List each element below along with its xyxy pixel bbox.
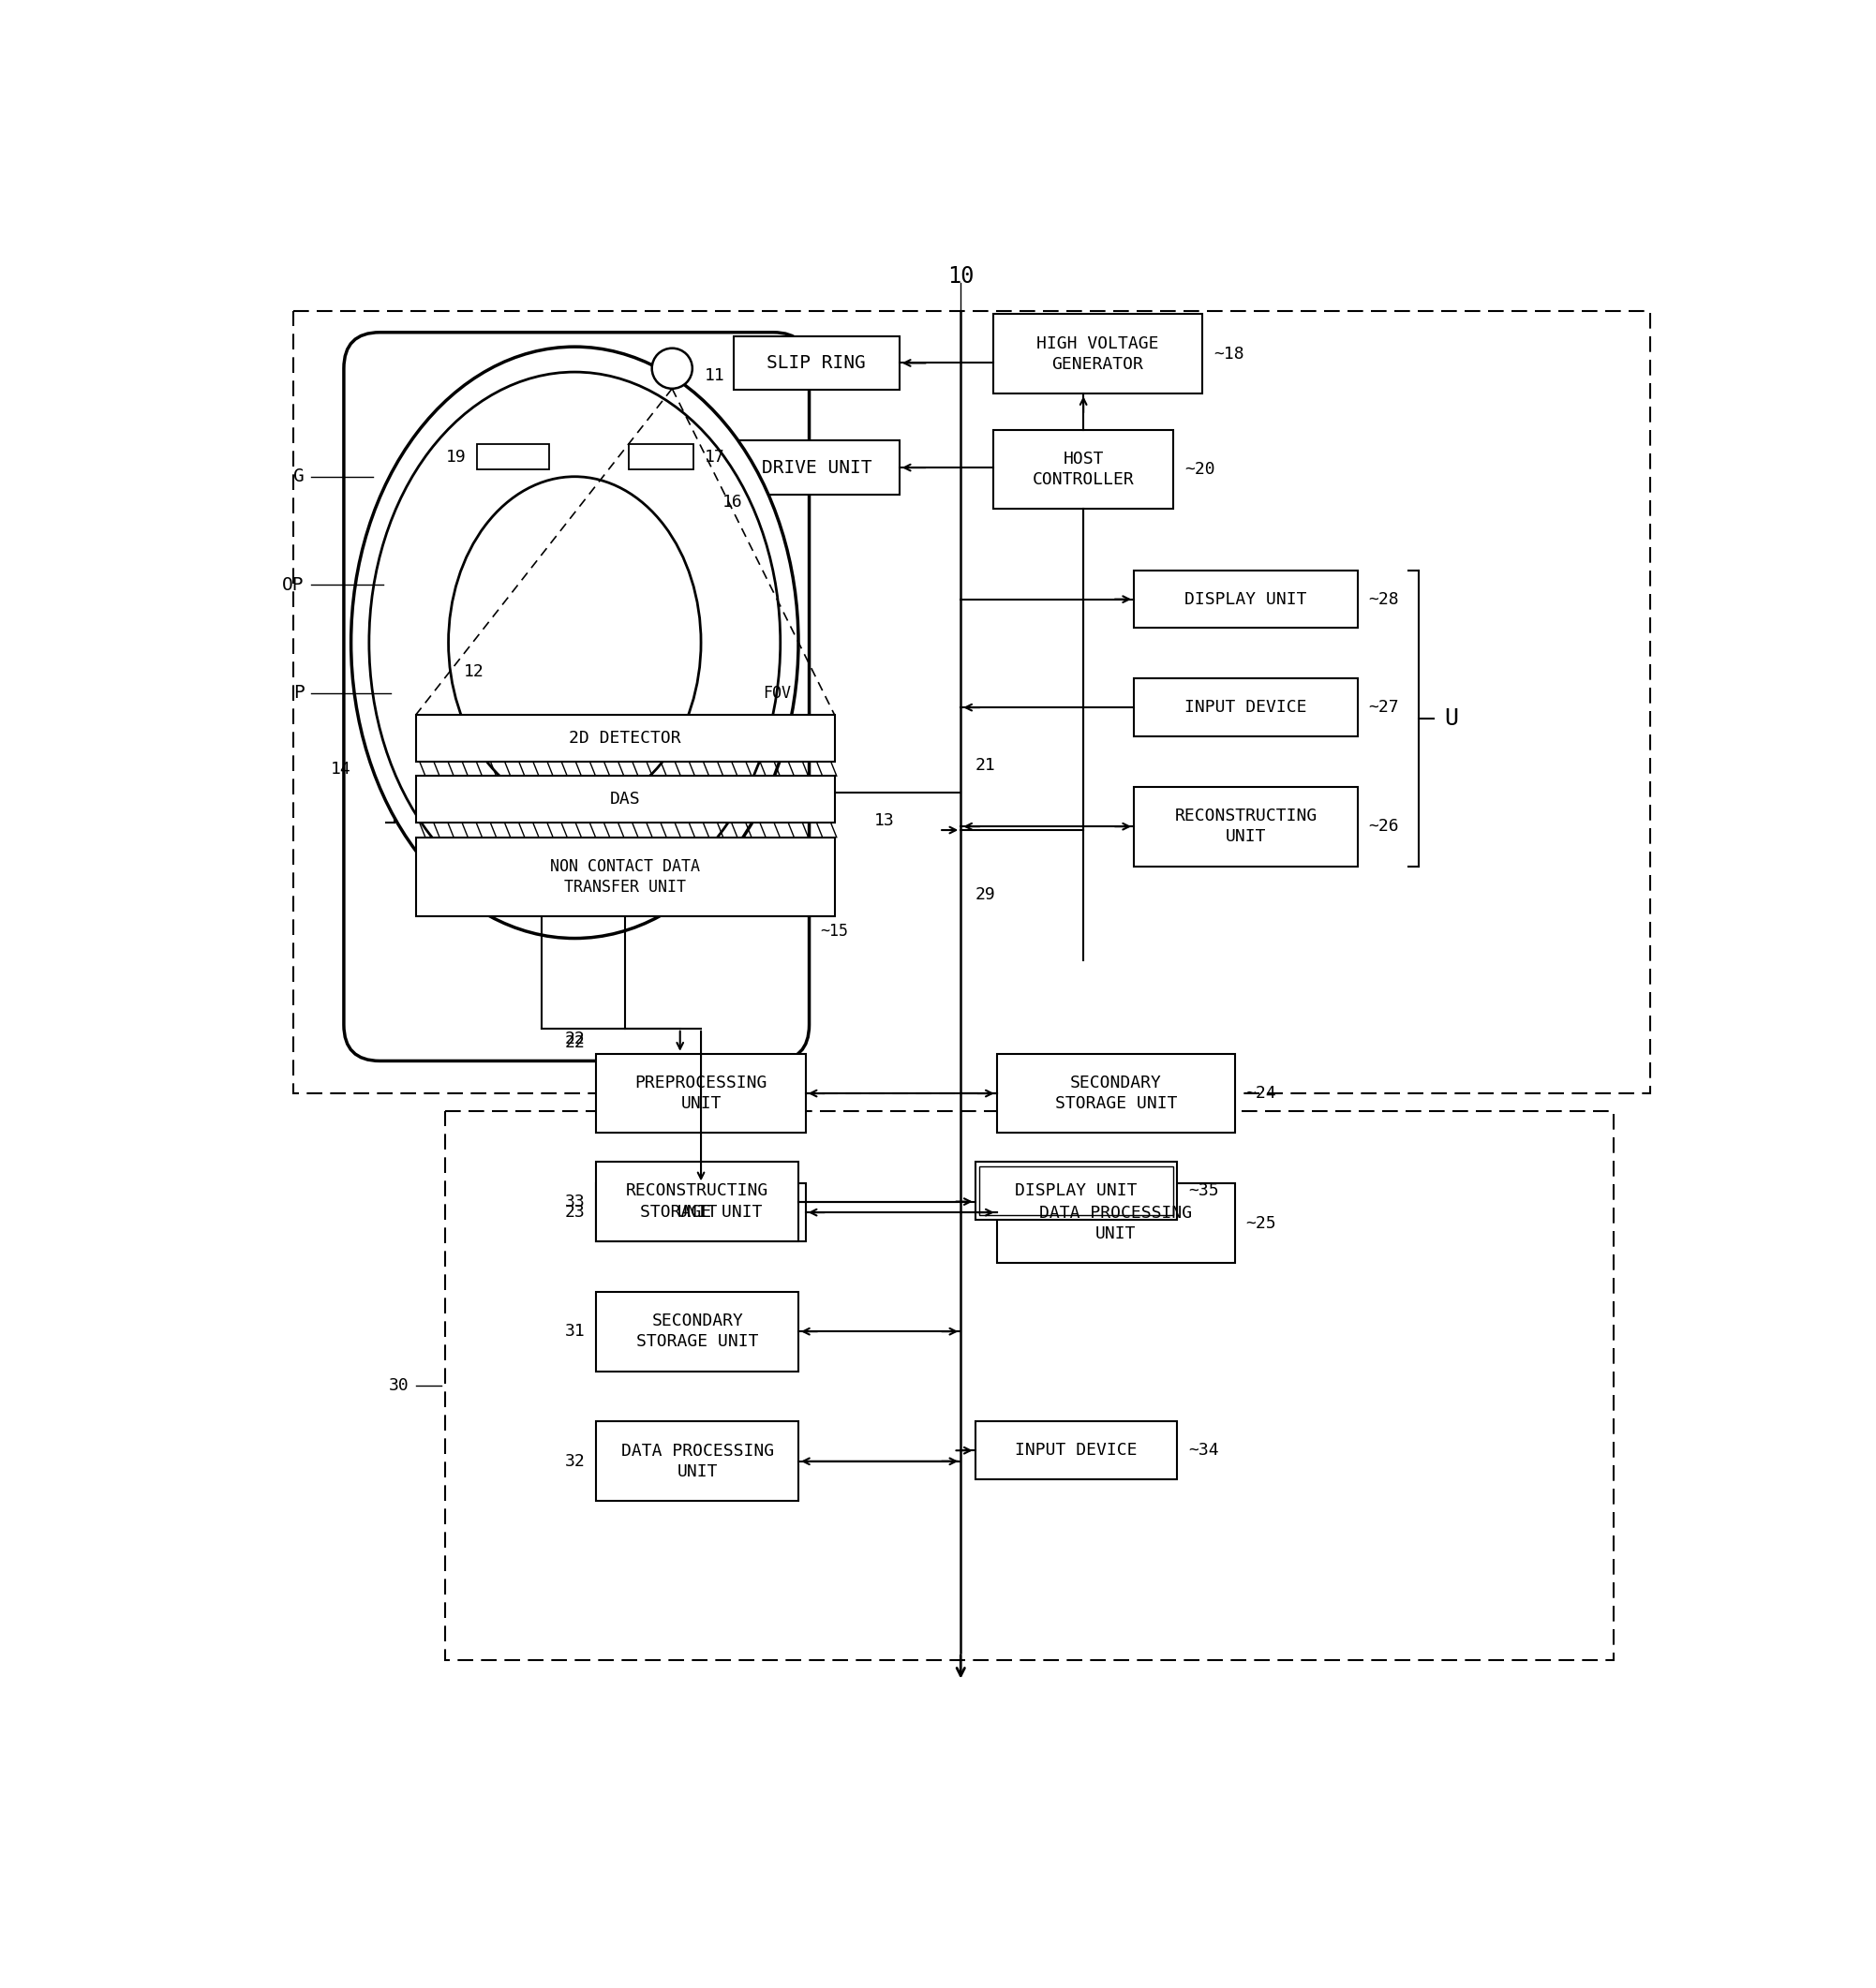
Text: FOV: FOV <box>764 684 792 702</box>
Circle shape <box>653 348 692 388</box>
Ellipse shape <box>370 372 780 912</box>
Text: G: G <box>293 467 304 485</box>
Text: 14: 14 <box>330 759 351 777</box>
Text: ~27: ~27 <box>1368 700 1399 716</box>
Bar <box>979 1167 1172 1215</box>
Text: 30: 30 <box>388 1378 409 1394</box>
Bar <box>597 1421 799 1501</box>
Text: ~24: ~24 <box>1246 1085 1276 1101</box>
Bar <box>1133 787 1358 867</box>
Text: SECONDARY
STORAGE UNIT: SECONDARY STORAGE UNIT <box>1054 1076 1176 1111</box>
Text: P: P <box>293 684 304 702</box>
Text: RECONSTRUCTING
UNIT: RECONSTRUCTING UNIT <box>1174 807 1317 845</box>
Bar <box>597 1161 799 1241</box>
Text: 22: 22 <box>565 1034 585 1052</box>
Text: HOST
CONTROLLER: HOST CONTROLLER <box>1032 451 1135 489</box>
FancyBboxPatch shape <box>343 332 809 1062</box>
Text: PREPROCESSING
UNIT: PREPROCESSING UNIT <box>634 1076 767 1111</box>
Text: U: U <box>1445 708 1458 730</box>
Text: SECONDARY
STORAGE UNIT: SECONDARY STORAGE UNIT <box>636 1312 758 1350</box>
Text: ~28: ~28 <box>1368 590 1399 608</box>
Ellipse shape <box>351 346 799 938</box>
Text: 23: 23 <box>565 1205 585 1221</box>
Bar <box>293 310 1649 1093</box>
Text: OP: OP <box>281 577 304 594</box>
Text: RECONSTRUCTING
UNIT: RECONSTRUCTING UNIT <box>627 1183 769 1221</box>
Bar <box>976 1421 1178 1479</box>
Text: 11: 11 <box>705 368 724 384</box>
Text: 10: 10 <box>947 264 974 288</box>
Text: SLIP RING: SLIP RING <box>767 354 867 372</box>
Text: 17: 17 <box>705 449 724 465</box>
Text: 16: 16 <box>722 493 743 511</box>
Text: HIGH VOLTAGE
GENERATOR: HIGH VOLTAGE GENERATOR <box>1037 336 1159 374</box>
Text: DRIVE UNIT: DRIVE UNIT <box>762 459 872 477</box>
Text: 32: 32 <box>565 1453 585 1469</box>
Bar <box>416 837 835 916</box>
Text: 31: 31 <box>565 1322 585 1340</box>
Bar <box>992 314 1203 394</box>
Bar <box>416 775 835 823</box>
Bar <box>1133 678 1358 736</box>
Text: ~35: ~35 <box>1188 1183 1219 1199</box>
Text: DISPLAY UNIT: DISPLAY UNIT <box>1015 1183 1137 1199</box>
Text: NON CONTACT DATA
TRANSFER UNIT: NON CONTACT DATA TRANSFER UNIT <box>550 859 700 897</box>
Text: DATA PROCESSING
UNIT: DATA PROCESSING UNIT <box>1039 1205 1193 1242</box>
Text: DATA PROCESSING
UNIT: DATA PROCESSING UNIT <box>621 1443 773 1481</box>
Text: 13: 13 <box>874 813 895 829</box>
Ellipse shape <box>448 477 702 809</box>
Bar <box>734 441 899 495</box>
Text: 19: 19 <box>446 449 467 465</box>
Bar <box>445 1111 1613 1660</box>
Text: DAS: DAS <box>610 791 640 807</box>
Bar <box>734 336 899 390</box>
Bar <box>597 1054 805 1133</box>
Text: DISPLAY UNIT: DISPLAY UNIT <box>1184 590 1308 608</box>
Text: 21: 21 <box>976 757 996 773</box>
Text: 12: 12 <box>463 662 484 680</box>
Bar <box>628 443 694 469</box>
Text: ~34: ~34 <box>1188 1441 1219 1459</box>
Bar <box>992 429 1174 509</box>
Bar <box>597 1183 805 1241</box>
Text: ~18: ~18 <box>1214 346 1244 362</box>
Bar <box>1133 571 1358 628</box>
Text: 29: 29 <box>976 887 996 903</box>
Text: 2D DETECTOR: 2D DETECTOR <box>568 730 681 747</box>
Bar <box>996 1054 1234 1133</box>
Bar <box>597 1292 799 1372</box>
Text: INPUT DEVICE: INPUT DEVICE <box>1015 1441 1137 1459</box>
Text: 22: 22 <box>565 1032 585 1048</box>
Bar <box>416 714 835 761</box>
Text: 33: 33 <box>565 1193 585 1211</box>
Text: ~15: ~15 <box>820 922 848 940</box>
Text: ~26: ~26 <box>1368 817 1399 835</box>
Text: INPUT DEVICE: INPUT DEVICE <box>1184 700 1308 716</box>
Text: STORAGE UNIT: STORAGE UNIT <box>640 1205 762 1221</box>
Text: ~25: ~25 <box>1246 1215 1276 1233</box>
Bar <box>996 1183 1234 1262</box>
Bar <box>976 1161 1178 1219</box>
Text: ~20: ~20 <box>1184 461 1216 477</box>
Bar <box>477 443 550 469</box>
